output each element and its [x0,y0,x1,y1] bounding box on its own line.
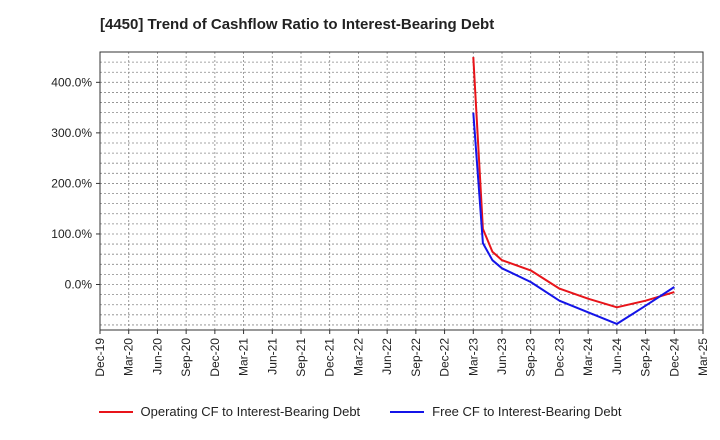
x-tick-label: Jun-21 [265,338,279,375]
axes [96,51,704,334]
y-tick-label: 0.0% [65,278,93,292]
x-tick-label: Jun-23 [495,338,509,375]
x-tick-label: Sep-22 [409,338,423,377]
x-tick-label: Dec-19 [93,338,107,377]
y-tick-label: 400.0% [51,75,92,89]
x-tick-label: Mar-22 [351,338,365,376]
y-tick-label: 300.0% [51,126,92,140]
x-tick-label: Jun-22 [380,338,394,375]
x-tick-label: Dec-24 [667,338,681,377]
x-tick-label: Sep-20 [179,338,193,377]
series-line-operating-cf [472,57,675,309]
line-chart: 0.0% 100.0% 200.0% 300.0% 400.0% Dec-19 Mar-2… [51,51,710,377]
plot-frame [99,51,704,331]
legend-item: Free CF to Interest-Bearing Debt [390,404,621,419]
y-tick-labels: 0.0% 100.0% 200.0% 300.0% 400.0% [51,75,92,291]
legend-swatch [98,410,133,413]
x-tick-label: Sep-23 [524,338,538,377]
x-tick-label: Jun-24 [610,338,624,375]
x-tick-label: Dec-20 [208,338,222,377]
x-tick-label: Dec-21 [323,338,337,377]
legend-label: Free CF to Interest-Bearing Debt [432,404,622,419]
x-tick-labels: Dec-19 Mar-20 Jun-20 Sep-20 Dec-20 Mar-21 Jun-… [93,338,710,377]
x-tick-label: Sep-24 [639,338,653,377]
legend-item: Operating CF to Interest-Bearing Debt [98,404,361,419]
x-tick-label: Mar-23 [466,338,480,376]
y-tick-label: 100.0% [51,227,92,241]
x-tick-label: Sep-21 [294,338,308,377]
x-tick-label: Dec-22 [438,338,452,377]
legend: Operating CF to Interest-Bearing Debt Fre… [0,404,720,419]
grid [99,51,704,330]
x-tick-label: Jun-20 [150,338,164,375]
chart-title: [4450] Trend of Cashflow Ratio to Intere… [100,16,495,33]
x-tick-label: Dec-23 [552,338,566,377]
series-lines [472,57,675,325]
legend-swatch [390,410,425,413]
x-tick-label: Mar-21 [237,338,251,376]
series-line-free-cf [472,112,675,325]
x-tick-label: Mar-25 [696,338,710,376]
x-tick-label: Mar-24 [581,338,595,376]
y-tick-label: 200.0% [51,176,92,190]
legend-label: Operating CF to Interest-Bearing Debt [140,404,361,419]
x-tick-label: Mar-20 [122,338,136,376]
